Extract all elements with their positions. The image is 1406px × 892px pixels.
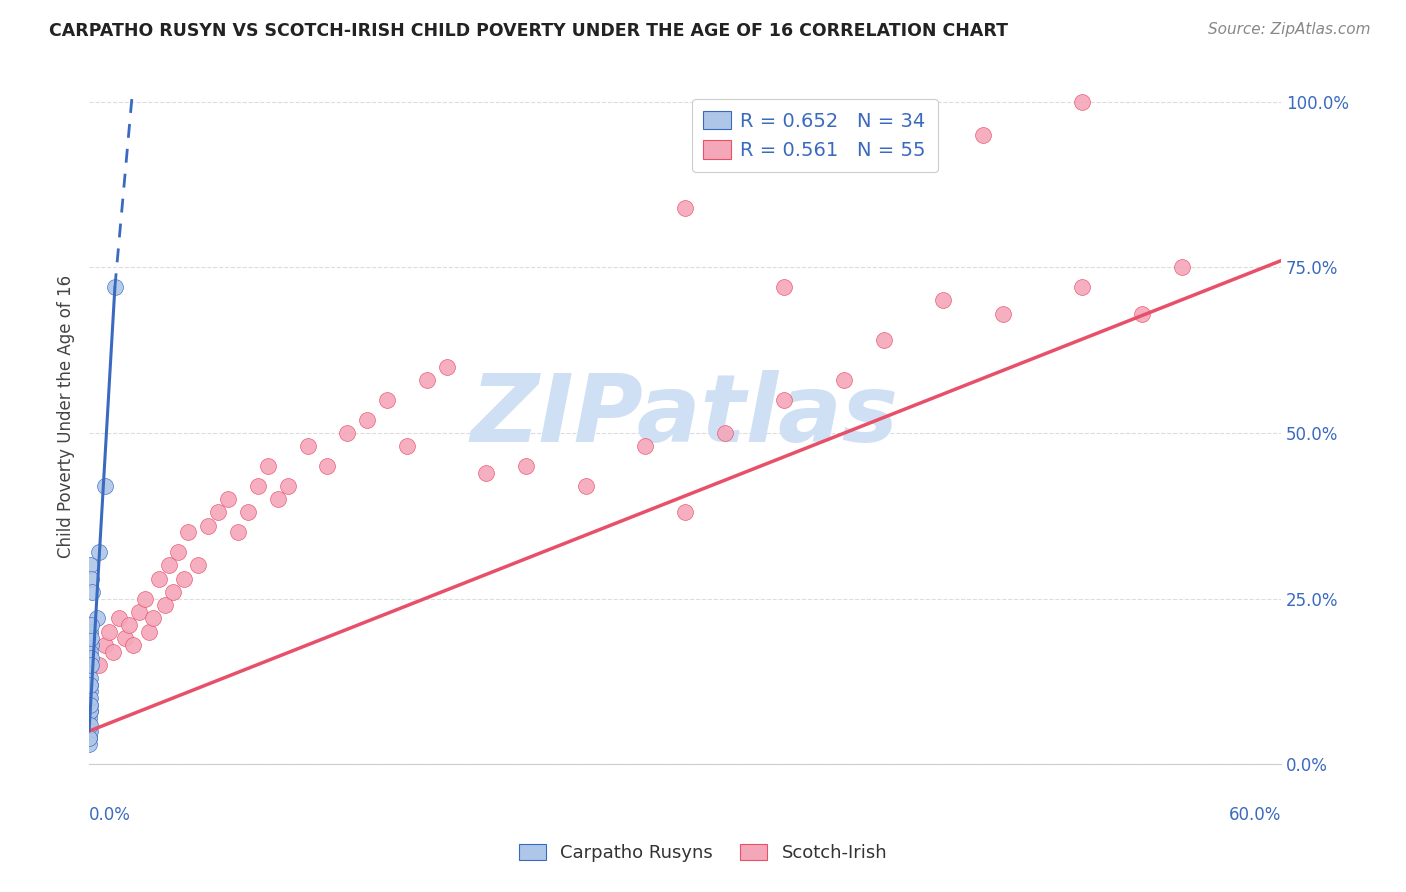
Point [80,585,103,599]
Point [991,307,1014,321]
Point [79,731,101,745]
Point [79,698,101,712]
Point [207,506,229,520]
Point [972,128,994,142]
Text: Source: ZipAtlas.com: Source: ZipAtlas.com [1208,22,1371,37]
Point [80,632,103,646]
Point [108,611,131,625]
Point [79,657,101,672]
Point [94,638,117,652]
Legend: R = 0.652   N = 34, R = 0.561   N = 55: R = 0.652 N = 34, R = 0.561 N = 55 [692,99,938,172]
Point [79,731,101,745]
Point [79,698,101,712]
Point [79,704,101,718]
Point [79,717,101,731]
Point [79,691,101,706]
Point [267,492,290,507]
Point [79,711,101,725]
Point [226,525,249,540]
Point [118,618,141,632]
Point [79,704,101,718]
Point [87,657,110,672]
Point [673,201,696,215]
Point [277,479,299,493]
Point [773,280,796,294]
Point [217,492,239,507]
Point [94,479,117,493]
Point [187,558,209,573]
Point [79,645,101,659]
Point [246,479,269,493]
Point [80,618,103,632]
Point [79,717,101,731]
Point [236,506,259,520]
Point [336,425,359,440]
Point [1130,307,1153,321]
Point [87,545,110,559]
Text: 60.0%: 60.0% [1229,806,1281,824]
Point [634,439,657,453]
Point [167,545,190,559]
Point [79,678,101,692]
Point [138,624,160,639]
Point [79,558,101,573]
Point [1071,280,1094,294]
Point [79,724,101,739]
Point [148,572,170,586]
Point [86,611,108,625]
Text: ZIPatlas: ZIPatlas [471,370,898,462]
Point [79,684,101,698]
Point [79,638,101,652]
Point [79,691,101,706]
Point [575,479,598,493]
Point [77,738,100,752]
Point [104,280,127,294]
Point [142,611,165,625]
Point [79,731,101,745]
Point [832,373,855,387]
Point [773,392,796,407]
Point [257,459,280,474]
Point [79,624,101,639]
Point [673,506,696,520]
Point [134,591,156,606]
Point [79,671,101,685]
Point [872,333,894,347]
Point [1170,260,1192,275]
Y-axis label: Child Poverty Under the Age of 16: Child Poverty Under the Age of 16 [58,275,75,558]
Point [128,605,150,619]
Point [173,572,195,586]
Point [395,439,418,453]
Point [316,459,339,474]
Point [197,518,219,533]
Point [1071,95,1094,109]
Point [932,293,955,308]
Legend: Carpatho Rusyns, Scotch-Irish: Carpatho Rusyns, Scotch-Irish [512,837,894,870]
Point [356,413,378,427]
Point [79,678,101,692]
Point [713,425,735,440]
Point [297,439,319,453]
Point [97,624,120,639]
Point [79,651,101,665]
Point [79,724,101,739]
Point [515,459,537,474]
Point [101,645,124,659]
Point [121,638,143,652]
Point [153,599,176,613]
Point [416,373,439,387]
Text: 0.0%: 0.0% [89,806,131,824]
Point [80,572,103,586]
Point [475,466,498,480]
Point [162,585,184,599]
Point [436,359,458,374]
Point [157,558,180,573]
Point [114,632,136,646]
Point [79,657,101,672]
Point [177,525,200,540]
Text: CARPATHO RUSYN VS SCOTCH-IRISH CHILD POVERTY UNDER THE AGE OF 16 CORRELATION CHA: CARPATHO RUSYN VS SCOTCH-IRISH CHILD POV… [49,22,1008,40]
Point [375,392,398,407]
